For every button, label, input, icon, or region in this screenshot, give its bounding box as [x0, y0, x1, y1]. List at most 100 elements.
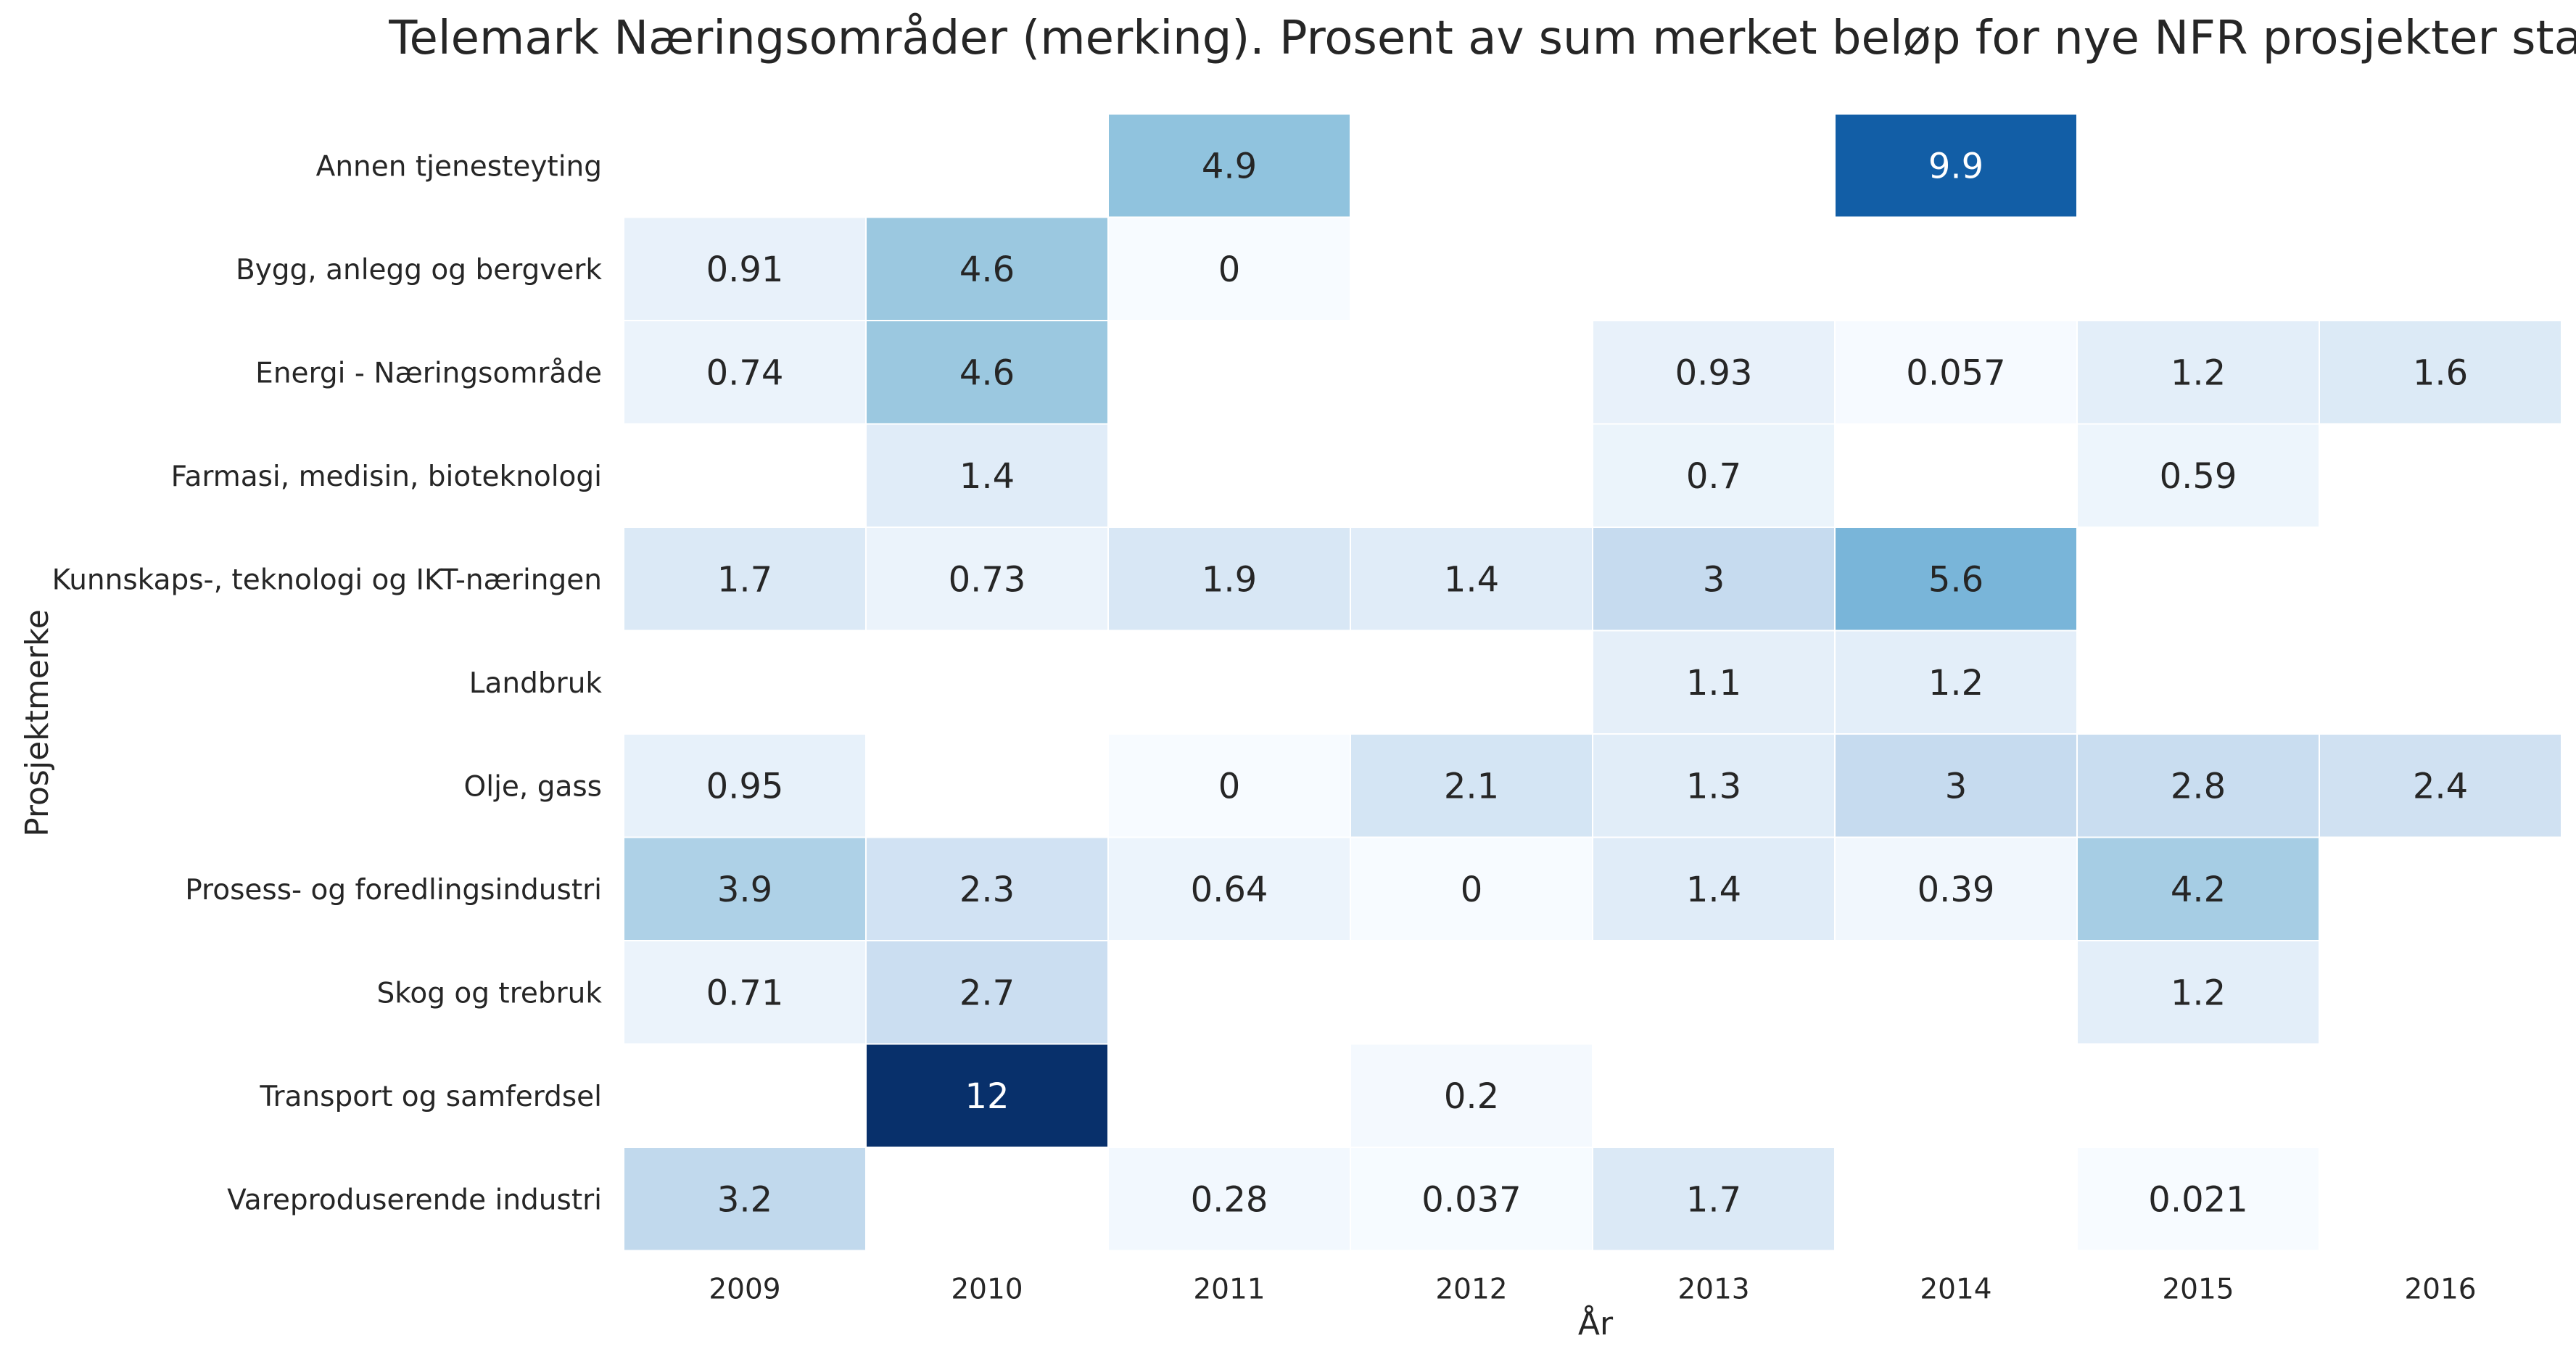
heatmap-cell	[1592, 527, 1836, 632]
heatmap-cell	[865, 940, 1109, 1045]
heatmap-cell	[2319, 733, 2562, 838]
row-label: Kunnskaps-, teknologi og IKT-næringen	[52, 564, 602, 596]
column-tick-label: 2014	[1920, 1274, 1991, 1306]
heatmap-cell	[865, 527, 1109, 632]
heatmap-cells: 4.9 9.9 0.91 4.6 0 0.74 4.6 0.93 0.057 1.2 1.6 1.4 0…	[623, 113, 2562, 1252]
cell-value-label: 1.2	[2171, 352, 2226, 393]
cell-value-label: 0.2	[1444, 1076, 1499, 1117]
heatmap-cell	[1592, 630, 1836, 735]
cell-value-label: 1.4	[1686, 870, 1741, 910]
column-tick-label: 2011	[1193, 1274, 1265, 1306]
cell-value-label: 12	[965, 1076, 1009, 1117]
cell-value-label: 3	[1703, 559, 1725, 600]
cell-value-label: 1.4	[1444, 559, 1499, 600]
column-tick-label: 2016	[2404, 1274, 2476, 1306]
cell-value-label: 2.4	[2413, 766, 2468, 806]
heatmap-cell	[1592, 423, 1836, 528]
heatmap-cell	[623, 1147, 867, 1252]
cell-value-label: 2.7	[959, 973, 1015, 1013]
row-label: Transport og samferdsel	[259, 1081, 602, 1113]
cell-value-label: 1.4	[959, 456, 1015, 497]
heatmap-cell	[865, 423, 1109, 528]
row-labels: Annen tjenesteyting Bygg, anlegg og bergv…	[52, 150, 603, 1216]
heatmap-cell	[1592, 1147, 1836, 1252]
cell-value-label: 1.1	[1686, 663, 1741, 703]
row-label: Energi - Næringsområde	[255, 357, 602, 389]
heatmap-cell	[1350, 527, 1593, 632]
heatmap-cell	[623, 320, 867, 425]
cell-value-label: 3.2	[717, 1179, 772, 1220]
cell-value-label: 0.39	[1917, 870, 1995, 910]
cell-value-label: 0	[1461, 870, 1483, 910]
heatmap-cell	[1107, 113, 1351, 218]
heatmap-cell	[1834, 320, 2078, 425]
heatmap-cell	[2076, 940, 2320, 1045]
row-label: Olje, gass	[464, 770, 602, 803]
heatmap-cell	[1107, 1147, 1351, 1252]
cell-value-label: 3	[1945, 766, 1968, 806]
row-label: Vareproduserende industri	[227, 1184, 602, 1216]
column-tick-label: 2013	[1677, 1274, 1749, 1306]
heatmap-cell	[1592, 836, 1836, 941]
heatmap-cell	[2076, 320, 2320, 425]
row-label: Landbruk	[469, 667, 603, 700]
cell-value-label: 0	[1218, 249, 1241, 290]
heatmap-cell	[1350, 733, 1593, 838]
heatmap-cell	[1592, 320, 1836, 425]
heatmap-cell	[1107, 527, 1351, 632]
cell-value-label: 3.9	[717, 870, 772, 910]
heatmap-cell	[623, 940, 867, 1045]
column-tick-label: 2009	[709, 1274, 780, 1306]
heatmap-cell	[865, 836, 1109, 941]
heatmap-cell	[2076, 836, 2320, 941]
cell-value-label: 1.7	[1686, 1179, 1741, 1220]
chart-title: Telemark Næringsområder (merking). Prose…	[388, 12, 2576, 65]
heatmap-cell	[865, 1043, 1109, 1148]
heatmap-cell	[1834, 630, 2078, 735]
cell-value-label: 4.9	[1202, 146, 1257, 186]
row-label: Bygg, anlegg og bergverk	[236, 254, 602, 286]
cell-value-label: 0.28	[1191, 1179, 1268, 1220]
cell-value-label: 0.91	[706, 249, 784, 290]
cell-value-label: 5.6	[1928, 559, 1983, 600]
heatmap-cell	[623, 216, 867, 321]
heatmap-cell	[1834, 527, 2078, 632]
heatmap-cell	[623, 527, 867, 632]
cell-value-label: 0.021	[2148, 1179, 2247, 1220]
heatmap-cell	[2076, 733, 2320, 838]
cell-value-label: 0.7	[1686, 456, 1741, 497]
heatmap-cell	[865, 216, 1109, 321]
cell-value-label: 4.6	[959, 249, 1015, 290]
row-label: Prosess- og foredlingsindustri	[185, 874, 602, 907]
x-axis-label: År	[1578, 1304, 1614, 1342]
cell-value-label: 9.9	[1928, 146, 1983, 186]
cell-value-label: 1.2	[2171, 973, 2226, 1013]
heatmap-cell	[623, 733, 867, 838]
cell-value-label: 1.6	[2413, 352, 2468, 393]
cell-value-label: 2.1	[1444, 766, 1499, 806]
cell-value-label: 0	[1218, 766, 1241, 806]
heatmap-cell	[2319, 320, 2562, 425]
heatmap-cell	[1834, 113, 2078, 218]
heatmap-cell	[1834, 836, 2078, 941]
row-label: Skog og trebruk	[376, 977, 602, 1010]
cell-value-label: 2.8	[2171, 766, 2226, 806]
heatmap-cell	[1107, 216, 1351, 321]
cell-value-label: 0.64	[1191, 870, 1268, 910]
cell-value-label: 0.95	[706, 766, 784, 806]
y-axis-label: Prosjektmerke	[19, 609, 56, 837]
cell-value-label: 4.6	[959, 352, 1015, 393]
cell-value-label: 0.59	[2160, 456, 2237, 497]
row-label: Annen tjenesteyting	[316, 150, 602, 183]
cell-value-label: 4.2	[2171, 870, 2226, 910]
cell-value-label: 0.037	[1421, 1179, 1521, 1220]
heatmap-cell	[2076, 1147, 2320, 1252]
cell-value-label: 1.7	[717, 559, 772, 600]
cell-value-label: 1.3	[1686, 766, 1741, 806]
cell-value-label: 0.73	[949, 559, 1026, 600]
cell-value-label: 0.74	[706, 352, 784, 393]
column-labels: 2009 2010 2011 2012 2013 2014 2015 2016	[709, 1274, 2476, 1306]
cell-value-label: 0.057	[1906, 352, 2005, 393]
column-tick-label: 2010	[951, 1274, 1023, 1306]
